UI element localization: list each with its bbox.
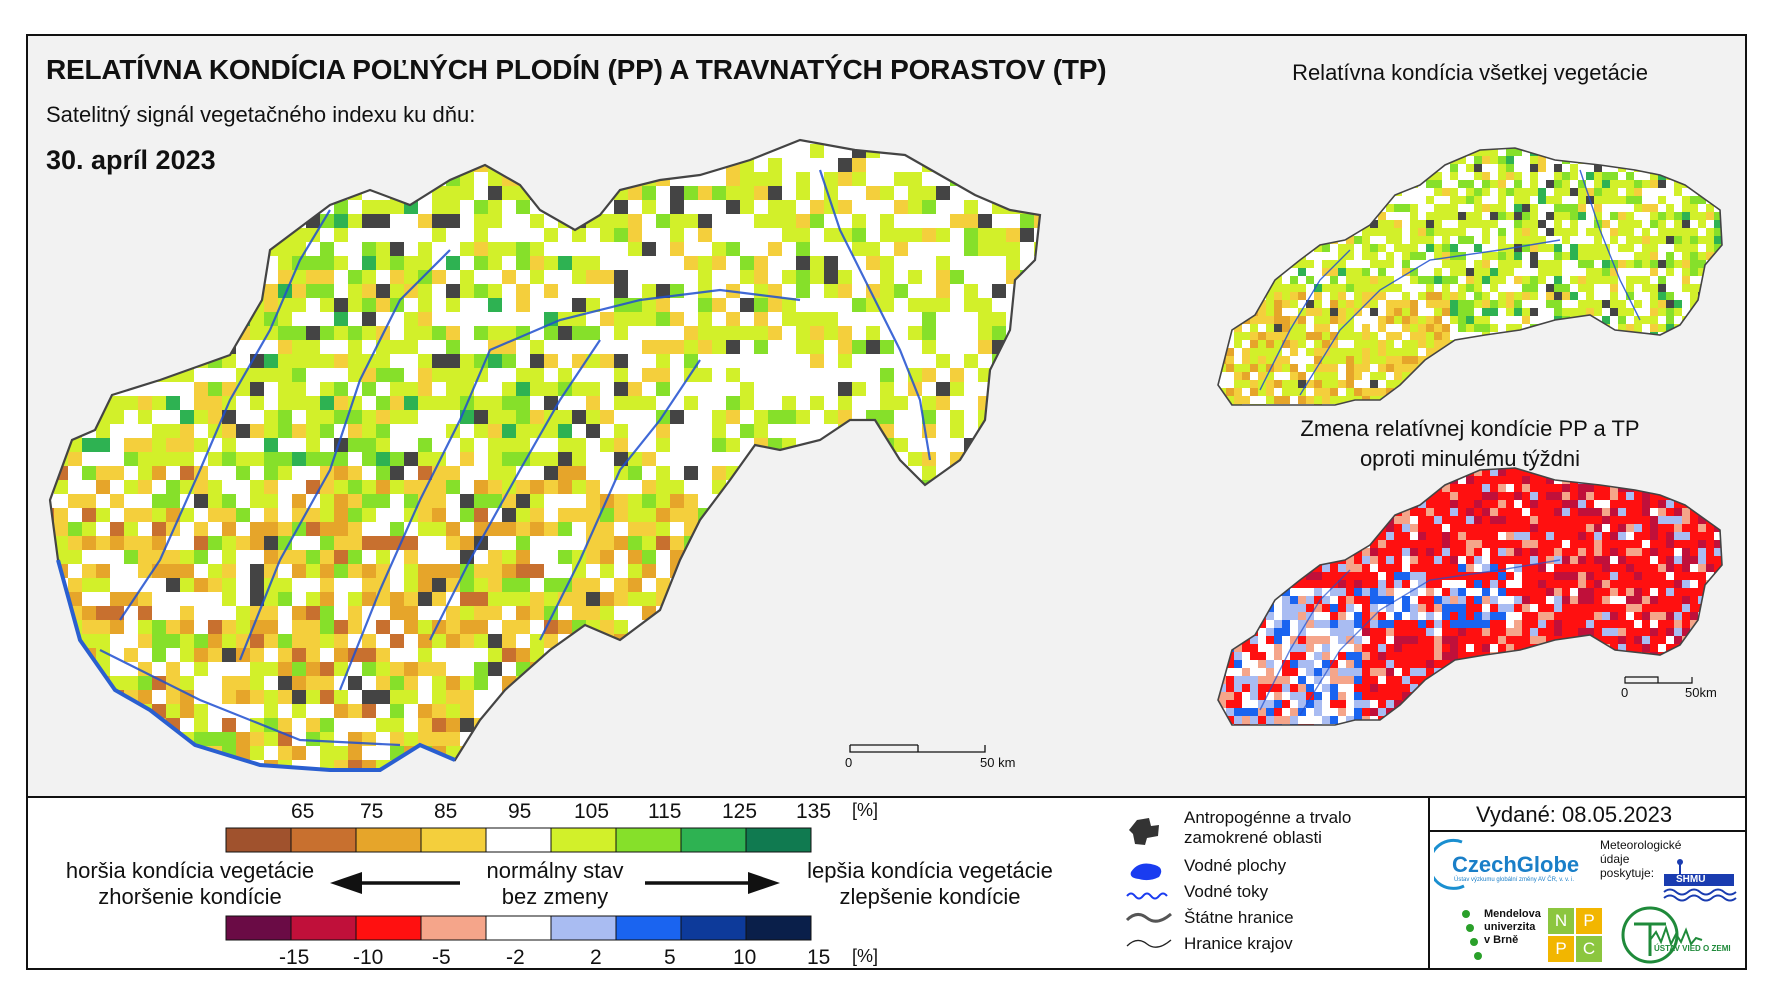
colorbar-swatch bbox=[485, 915, 552, 941]
bottom-map-title-line1: Zmena relatívnej kondície PP a TP bbox=[1300, 416, 1640, 441]
worsening-label: zhoršenie kondície bbox=[98, 884, 282, 909]
colorbar-swatch bbox=[355, 915, 422, 941]
colorbar-swatch bbox=[420, 915, 487, 941]
normal-state-label: normálny stav bbox=[486, 858, 624, 883]
shmu-logo bbox=[1663, 859, 1737, 902]
condition-tick: 115 bbox=[648, 800, 682, 823]
main-scale-bar bbox=[849, 744, 986, 753]
improvement-label: zlepšenie kondície bbox=[839, 884, 1021, 909]
water-body-icon bbox=[1130, 863, 1162, 881]
no-change-label: bez zmeny bbox=[501, 884, 609, 909]
small-scale-end: 50km bbox=[1685, 685, 1717, 700]
region-border-icon bbox=[1126, 939, 1172, 948]
direction-arrows bbox=[330, 872, 780, 894]
change-tick: 15 bbox=[807, 946, 831, 969]
right-arrow-icon bbox=[645, 872, 780, 894]
colorbar-swatch bbox=[550, 827, 617, 853]
small-scale-zero: 0 bbox=[1621, 685, 1629, 700]
colorbar-swatch bbox=[550, 915, 617, 941]
shmu-name: SHMU bbox=[1676, 874, 1706, 885]
colorbar-swatch bbox=[745, 915, 812, 941]
change-tick: -10 bbox=[353, 946, 384, 969]
change-tick: 10 bbox=[733, 946, 757, 969]
date-label: 30. apríl 2023 bbox=[46, 145, 216, 175]
river-icon bbox=[1126, 892, 1168, 900]
page-title: RELATÍVNA KONDÍCIA POĽNÝCH PLODÍN (PP) A… bbox=[46, 54, 1107, 85]
czechglobe-name: CzechGlobe bbox=[1452, 852, 1580, 877]
colorbar-swatch bbox=[355, 827, 422, 853]
condition-tick: 125 bbox=[722, 800, 758, 823]
czechglobe-subtitle: Ústav výzkumu globální změny AV ČR, v. v… bbox=[1454, 877, 1575, 883]
nppc-letter: P bbox=[1576, 908, 1602, 934]
condition-tick: 105 bbox=[574, 800, 610, 823]
issued-divider bbox=[1430, 830, 1746, 832]
legend-river-label: Vodné toky bbox=[1184, 882, 1269, 901]
colorbar-swatch bbox=[290, 915, 357, 941]
legend-region-border-label: Hranice krajov bbox=[1184, 934, 1293, 953]
colorbar-swatch bbox=[680, 827, 747, 853]
main-scale-end: 50 km bbox=[980, 755, 1016, 770]
colorbar-swatch bbox=[615, 827, 682, 853]
change-tick: -2 bbox=[506, 946, 525, 969]
page-subtitle: Satelitný signál vegetačného indexu ku d… bbox=[46, 102, 476, 127]
colorbar-swatch bbox=[680, 915, 747, 941]
nppc-letter: N bbox=[1548, 908, 1574, 934]
colorbar-swatch bbox=[225, 915, 292, 941]
condition-tick: 65 bbox=[291, 800, 315, 823]
uvz-logo bbox=[1621, 906, 1703, 964]
better-condition-label: lepšia kondícia vegetácie bbox=[807, 858, 1053, 883]
state-border-icon bbox=[1125, 912, 1172, 923]
condition-colorbar bbox=[225, 827, 812, 853]
change-tick: -5 bbox=[432, 946, 451, 969]
colorbar-swatch bbox=[615, 915, 682, 941]
main-scale-zero: 0 bbox=[845, 755, 853, 770]
bottom-map-title-line2: oproti minulému týždni bbox=[1359, 446, 1581, 471]
top-map-title: Relatívna kondícia všetkej vegetácie bbox=[1292, 60, 1648, 85]
legend-anthropogenic-label: Antropogénne a trvalo zamokrené oblasti bbox=[1184, 808, 1352, 847]
shmu-caption: Meteorologické údaje poskytuje: bbox=[1600, 838, 1682, 880]
mendelu-name: Mendelova univerzita v Brně bbox=[1484, 908, 1541, 946]
issued-date: Vydané: 08.05.2023 bbox=[1476, 802, 1673, 827]
colorbar-swatch bbox=[485, 827, 552, 853]
colorbar-swatch bbox=[290, 827, 357, 853]
uvz-name: ÚSTAV VIED O ZEMI bbox=[1654, 944, 1731, 953]
anthropogenic-area-icon bbox=[1129, 818, 1159, 845]
condition-tick: 95 bbox=[508, 800, 532, 823]
legend-state-border-label: Štátne hranice bbox=[1184, 908, 1294, 927]
change-colorbar bbox=[225, 915, 812, 941]
nppc-letter: P bbox=[1548, 936, 1574, 962]
change-tick: 2 bbox=[590, 946, 602, 969]
condition-unit: [%] bbox=[852, 800, 879, 820]
colorbar-swatch bbox=[420, 827, 487, 853]
condition-tick: 75 bbox=[360, 800, 384, 823]
colorbar-swatch bbox=[745, 827, 812, 853]
change-tick: -15 bbox=[279, 946, 310, 969]
change-tick: 5 bbox=[664, 946, 676, 969]
nppc-logo: N P P C bbox=[1548, 908, 1602, 962]
nppc-letter: C bbox=[1576, 936, 1602, 962]
left-arrow-icon bbox=[330, 872, 460, 894]
legend-water-body-label: Vodné plochy bbox=[1184, 856, 1287, 875]
condition-tick: 85 bbox=[434, 800, 458, 823]
mendelu-logo bbox=[1462, 910, 1482, 960]
small-scale-bar bbox=[1624, 676, 1693, 684]
map-legend-icons bbox=[1125, 818, 1172, 948]
colorbar-swatch bbox=[225, 827, 292, 853]
worse-condition-label: horšia kondícia vegetácie bbox=[65, 858, 315, 883]
czechglobe-logo bbox=[1434, 838, 1465, 890]
change-unit: [%] bbox=[852, 946, 879, 966]
condition-tick: 135 bbox=[796, 800, 832, 823]
